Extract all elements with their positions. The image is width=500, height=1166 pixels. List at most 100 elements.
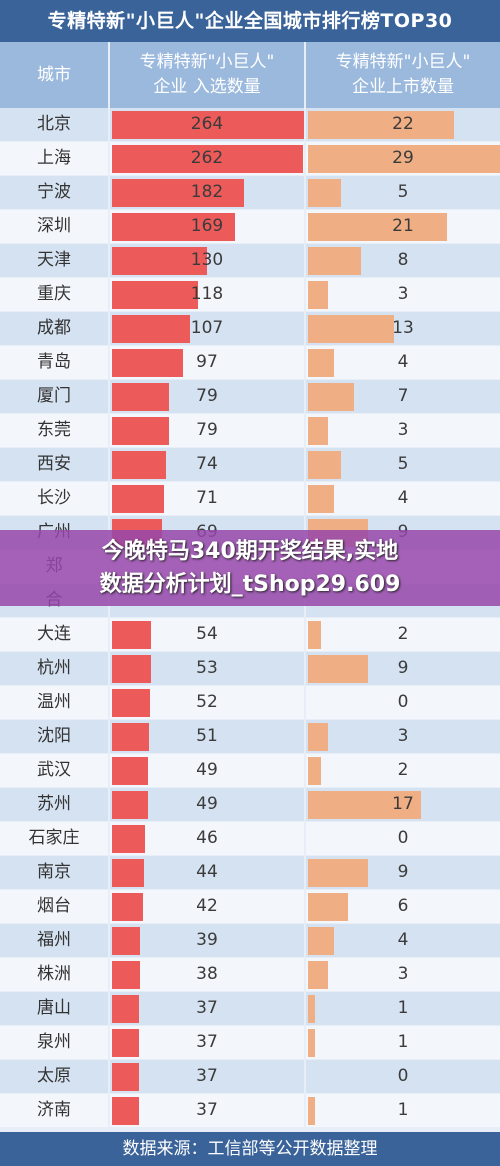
- overlay-line-1: 今晚特马340期开奖结果,实地: [101, 539, 399, 564]
- listed-value: 0: [397, 692, 409, 712]
- listed-value: 0: [397, 828, 409, 848]
- selected-value: 54: [196, 624, 218, 644]
- listed-value: 3: [397, 420, 409, 440]
- listed-bar: [308, 349, 334, 377]
- selected-bar: [112, 451, 166, 479]
- table-row: 天津 130 8: [0, 244, 500, 278]
- city-label: 西安: [0, 448, 108, 481]
- selected-value: 37: [196, 1032, 218, 1052]
- table-row: 长沙 71 4: [0, 482, 500, 516]
- selected-bar: [112, 825, 145, 853]
- selected-value: 71: [196, 488, 218, 508]
- listed-cell: 5: [306, 448, 500, 481]
- listed-bar: [308, 451, 341, 479]
- selected-value: 42: [196, 896, 218, 916]
- selected-bar: [112, 791, 148, 819]
- listed-cell: 8: [306, 244, 500, 277]
- table-row: 深圳 169 21: [0, 210, 500, 244]
- city-label: 天津: [0, 244, 108, 277]
- selected-value: 118: [190, 284, 224, 304]
- selected-cell: 49: [110, 754, 304, 787]
- listed-bar: [308, 961, 328, 989]
- overlay-line-2: 数据分析计划_tShop29.609: [99, 572, 401, 597]
- listed-bar: [308, 791, 421, 819]
- city-label: 济南: [0, 1094, 108, 1127]
- listed-value: 4: [397, 930, 409, 950]
- selected-cell: 52: [110, 686, 304, 719]
- listed-bar: [308, 1097, 315, 1125]
- header-selected-line1: 专精特新"小巨人": [139, 52, 275, 72]
- selected-cell: 39: [110, 924, 304, 957]
- selected-cell: 44: [110, 856, 304, 889]
- listed-value: 5: [397, 182, 409, 202]
- listed-value: 7: [397, 386, 409, 406]
- selected-cell: 51: [110, 720, 304, 753]
- header-city: 城市: [0, 42, 108, 108]
- table-row: 成都 107 13: [0, 312, 500, 346]
- selected-bar: [112, 621, 151, 649]
- selected-bar: [112, 927, 140, 955]
- selected-value: 262: [190, 148, 224, 168]
- city-label: 温州: [0, 686, 108, 719]
- listed-cell: 1: [306, 1094, 500, 1127]
- listed-cell: 13: [306, 312, 500, 345]
- listed-value: 4: [397, 488, 409, 508]
- listed-cell: 2: [306, 618, 500, 651]
- listed-value: 8: [397, 250, 409, 270]
- table-row: 太原 37 0: [0, 1060, 500, 1094]
- city-label: 长沙: [0, 482, 108, 515]
- listed-cell: 4: [306, 346, 500, 379]
- header-listed-line1: 专精特新"小巨人": [335, 52, 471, 72]
- selected-bar: [112, 893, 143, 921]
- table-row: 上海 262 29: [0, 142, 500, 176]
- table-header: 城市 专精特新"小巨人" 企业 入选数量 专精特新"小巨人" 企业上市数量: [0, 42, 500, 108]
- city-label: 泉州: [0, 1026, 108, 1059]
- listed-cell: 21: [306, 210, 500, 243]
- listed-bar: [308, 179, 341, 207]
- selected-bar: [112, 723, 149, 751]
- listed-cell: 5: [306, 176, 500, 209]
- table-row: 东莞 79 3: [0, 414, 500, 448]
- selected-cell: 182: [110, 176, 304, 209]
- listed-value: 9: [397, 862, 409, 882]
- table-row: 福州 39 4: [0, 924, 500, 958]
- selected-bar: [112, 349, 183, 377]
- selected-value: 182: [190, 182, 224, 202]
- listed-cell: 3: [306, 720, 500, 753]
- listed-value: 3: [397, 964, 409, 984]
- city-label: 烟台: [0, 890, 108, 923]
- selected-cell: 37: [110, 1026, 304, 1059]
- listed-bar: [308, 485, 334, 513]
- listed-value: 13: [392, 318, 414, 338]
- selected-value: 52: [196, 692, 218, 712]
- listed-cell: 0: [306, 1060, 500, 1093]
- listed-cell: 3: [306, 278, 500, 311]
- selected-cell: 74: [110, 448, 304, 481]
- table-row: 石家庄 46 0: [0, 822, 500, 856]
- table-row: 苏州 49 17: [0, 788, 500, 822]
- listed-cell: 3: [306, 958, 500, 991]
- selected-cell: 97: [110, 346, 304, 379]
- table-row: 青岛 97 4: [0, 346, 500, 380]
- listed-value: 9: [397, 658, 409, 678]
- selected-cell: 79: [110, 380, 304, 413]
- city-label: 株洲: [0, 958, 108, 991]
- table-row: 泉州 37 1: [0, 1026, 500, 1060]
- header-city-label: 城市: [37, 64, 71, 85]
- selected-bar: [112, 961, 140, 989]
- table-row: 宁波 182 5: [0, 176, 500, 210]
- listed-cell: 0: [306, 822, 500, 855]
- selected-cell: 71: [110, 482, 304, 515]
- overlay-banner: 今晚特马340期开奖结果,实地 数据分析计划_tShop29.609: [0, 530, 500, 606]
- table-row: 烟台 42 6: [0, 890, 500, 924]
- selected-value: 107: [190, 318, 224, 338]
- selected-bar: [112, 145, 303, 173]
- selected-cell: 79: [110, 414, 304, 447]
- header-selected-line2: 企业 入选数量: [153, 77, 261, 97]
- selected-bar: [112, 417, 169, 445]
- selected-value: 37: [196, 1066, 218, 1086]
- city-label: 深圳: [0, 210, 108, 243]
- listed-bar: [308, 247, 361, 275]
- listed-value: 22: [392, 114, 414, 134]
- header-listed-count: 专精特新"小巨人" 企业上市数量: [306, 42, 500, 108]
